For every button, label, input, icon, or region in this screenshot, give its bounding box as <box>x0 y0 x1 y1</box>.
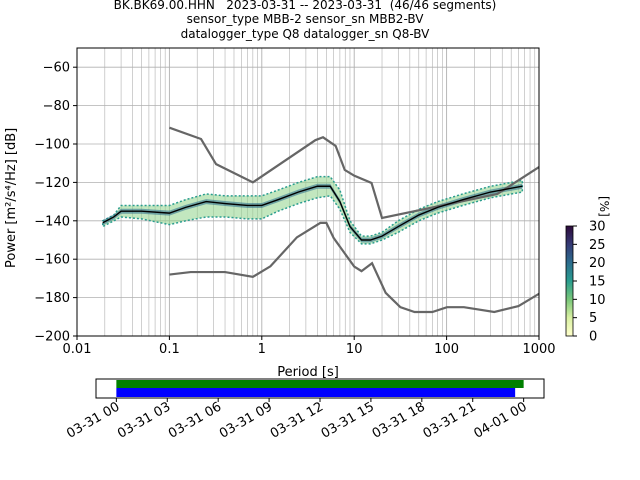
title-line-2: sensor_type MBB-2 sensor_sn MBB2-BV <box>186 12 424 26</box>
title-line-3: datalogger_type Q8 datalogger_sn Q8-BV <box>180 27 430 41</box>
x-tick-label: 0.01 <box>63 342 92 357</box>
colorbar-tick-label: 15 <box>589 275 606 290</box>
psd-segments-bar <box>116 388 516 397</box>
timeline-tick-label: 03-31 15 <box>319 399 377 441</box>
y-tick-label: −180 <box>34 291 70 306</box>
mode-series-line <box>102 185 523 241</box>
high-noise-model-line <box>169 126 539 220</box>
colorbar-label: [%] <box>597 196 611 217</box>
x-tick-label: 1000 <box>522 342 555 357</box>
colorbar: 0 5 10 15 20 25 30 <box>565 220 606 345</box>
colorbar-gradient <box>565 225 574 337</box>
colorbar-tick-label: 30 <box>589 220 606 235</box>
x-tick-label: 0.1 <box>159 342 180 357</box>
x-axis: 0.01 0.1 1 10 100 1000 <box>63 336 556 357</box>
y-tick-label: −100 <box>34 138 70 153</box>
colorbar-tick-label: 25 <box>589 238 606 253</box>
timeline-tick-label: 03-31 06 <box>166 399 224 441</box>
x-tick-label: 100 <box>434 342 459 357</box>
colorbar-tick-label: 10 <box>589 293 606 308</box>
title-line-1: BK.BK69.00.HHN 2023-03-31 -- 2023-03-31 … <box>113 0 497 12</box>
y-tick-label: −200 <box>34 330 70 345</box>
plot-frame <box>76 47 540 337</box>
y-tick-label: −120 <box>34 176 70 191</box>
y-tick-label: −80 <box>43 99 70 114</box>
y-tick-label: −140 <box>34 214 70 229</box>
timeline-tick-label: 03-31 21 <box>421 399 479 441</box>
x-tick-label: 10 <box>346 342 363 357</box>
timeline-tick-label: 03-31 00 <box>64 399 122 441</box>
timeline-tick-label: 04-01 00 <box>472 399 530 441</box>
mode-line <box>102 185 523 241</box>
y-axis-label: Power [m²/s⁴/Hz] [dB] <box>4 127 19 268</box>
y-axis: −200 −180 −160 −140 −120 −100 −80 −60 <box>34 61 77 345</box>
timeline-tick-label: 03-31 03 <box>115 399 173 441</box>
timeline-tick-label: 03-31 12 <box>268 399 326 441</box>
low-noise-model-line <box>169 221 539 314</box>
x-axis-label: Period [s] <box>277 365 339 380</box>
colorbar-tick-label: 5 <box>589 311 597 326</box>
timeline-tick-label: 03-31 09 <box>217 399 275 441</box>
timeline-tick-label: 03-31 18 <box>370 399 428 441</box>
colorbar-tick-label: 20 <box>589 256 606 271</box>
availability-bar <box>116 380 524 388</box>
y-tick-label: −160 <box>34 253 70 268</box>
x-tick-label: 1 <box>258 342 266 357</box>
noise-models <box>169 126 539 314</box>
y-tick-label: −60 <box>43 61 70 76</box>
probability-density-band <box>102 175 524 245</box>
colorbar-tick-label: 0 <box>589 330 597 345</box>
